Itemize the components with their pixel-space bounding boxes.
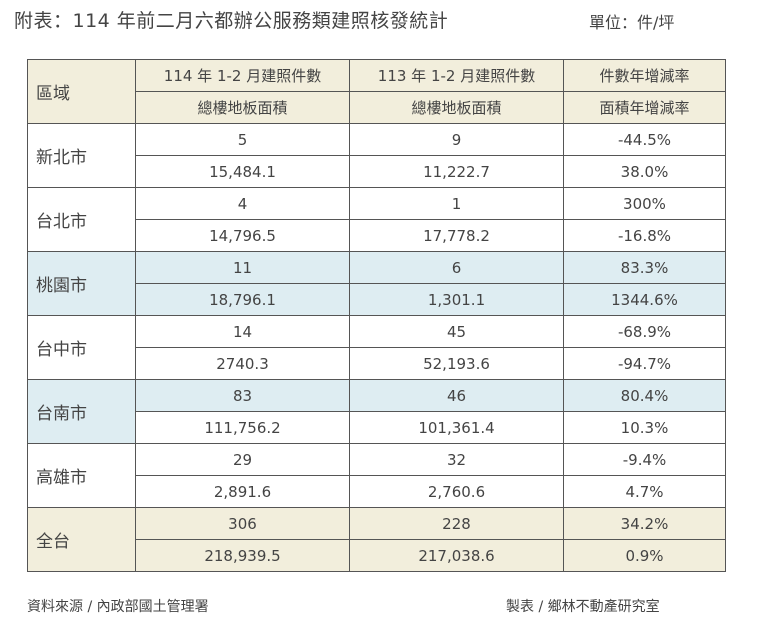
area-114-cell: 18,796.1 [135,283,350,316]
table-row: 新北市 5 9 -44.5% [27,123,726,188]
count-rate-cell: -44.5% [563,123,726,156]
region-cell: 台北市 [27,187,136,252]
area-rate-cell: -16.8% [563,219,726,252]
region-cell: 高雄市 [27,443,136,508]
area-rate-cell: 38.0% [563,155,726,188]
table-row: 桃園市 11 6 83.3% [27,251,726,316]
count-114-cell: 5 [135,123,350,156]
unit-label: 單位：件/坪 [589,13,675,32]
count-rate-cell: 80.4% [563,379,726,412]
header-row-2: 總樓地板面積 總樓地板面積 面積年增減率 [28,91,726,124]
count-rate-cell: 83.3% [563,251,726,284]
count-113-cell: 45 [349,315,564,348]
source-note: 資料來源 / 內政部國土管理署 [27,599,209,615]
region-cell: 桃園市 [27,251,136,316]
area-113-cell: 101,361.4 [349,411,564,444]
area-113-cell: 1,301.1 [349,283,564,316]
area-rate-cell: 10.3% [563,411,726,444]
count-rate-cell: -9.4% [563,443,726,476]
area-113-cell: 2,760.6 [349,475,564,508]
table-row: 台中市 14 45 -68.9% [27,315,726,380]
count-rate-cell: 34.2% [563,507,726,540]
area-113-cell: 11,222.7 [349,155,564,188]
count-113-cell: 32 [349,443,564,476]
count-113-cell: 46 [349,379,564,412]
area-113-cell: 17,778.2 [349,219,564,252]
maker-note: 製表 / 鄉林不動產研究室 [506,599,660,615]
table-row-total: 218,939.5 217,038.6 0.9% [28,539,726,572]
count-114-cell: 4 [135,187,350,220]
page-title: 附表：114 年前二月六都辦公服務類建照核發統計 [14,10,449,32]
count-113-cell: 6 [349,251,564,284]
col-header-113-area: 總樓地板面積 [349,91,564,124]
count-rate-cell: 300% [563,187,726,220]
col-header-count-rate: 件數年增減率 [563,59,726,92]
table-row: 2740.3 52,193.6 -94.7% [28,347,726,380]
area-rate-cell: -94.7% [563,347,726,380]
count-113-cell: 9 [349,123,564,156]
count-114-cell: 83 [135,379,350,412]
count-114-cell: 14 [135,315,350,348]
region-cell-total: 全台 [27,507,136,572]
table-row: 111,756.2 101,361.4 10.3% [28,411,726,444]
region-header: 區域 [27,59,136,124]
area-rate-cell: 1344.6% [563,283,726,316]
area-rate-cell: 0.9% [563,539,726,572]
col-header-113-count: 113 年 1-2 月建照件數 [349,59,564,92]
area-114-cell: 2,891.6 [135,475,350,508]
table-row-total: 全台 306 228 34.2% [27,507,726,572]
count-rate-cell: -68.9% [563,315,726,348]
count-113-cell: 228 [349,507,564,540]
area-113-cell: 52,193.6 [349,347,564,380]
table-row: 台北市 4 1 300% [27,187,726,252]
header-row-1: 區域 114 年 1-2 月建照件數 113 年 1-2 月建照件數 件數年增減… [27,59,726,124]
col-header-114-area: 總樓地板面積 [135,91,350,124]
table-row: 2,891.6 2,760.6 4.7% [28,475,726,508]
area-114-cell: 111,756.2 [135,411,350,444]
table-row: 15,484.1 11,222.7 38.0% [28,155,726,188]
area-114-cell: 2740.3 [135,347,350,380]
area-113-cell: 217,038.6 [349,539,564,572]
count-113-cell: 1 [349,187,564,220]
region-cell: 台中市 [27,315,136,380]
table-row: 台南市 83 46 80.4% [27,379,726,444]
col-header-114-count: 114 年 1-2 月建照件數 [135,59,350,92]
area-114-cell: 15,484.1 [135,155,350,188]
count-114-cell: 306 [135,507,350,540]
region-cell: 台南市 [27,379,136,444]
table-row: 14,796.5 17,778.2 -16.8% [28,219,726,252]
area-114-cell: 14,796.5 [135,219,350,252]
count-114-cell: 29 [135,443,350,476]
region-cell: 新北市 [27,123,136,188]
table-row: 18,796.1 1,301.1 1344.6% [28,283,726,316]
count-114-cell: 11 [135,251,350,284]
col-header-area-rate: 面積年增減率 [563,91,726,124]
area-114-cell: 218,939.5 [135,539,350,572]
area-rate-cell: 4.7% [563,475,726,508]
table-row: 高雄市 29 32 -9.4% [27,443,726,508]
statistics-table: 區域 114 年 1-2 月建照件數 113 年 1-2 月建照件數 件數年增減… [27,59,726,572]
